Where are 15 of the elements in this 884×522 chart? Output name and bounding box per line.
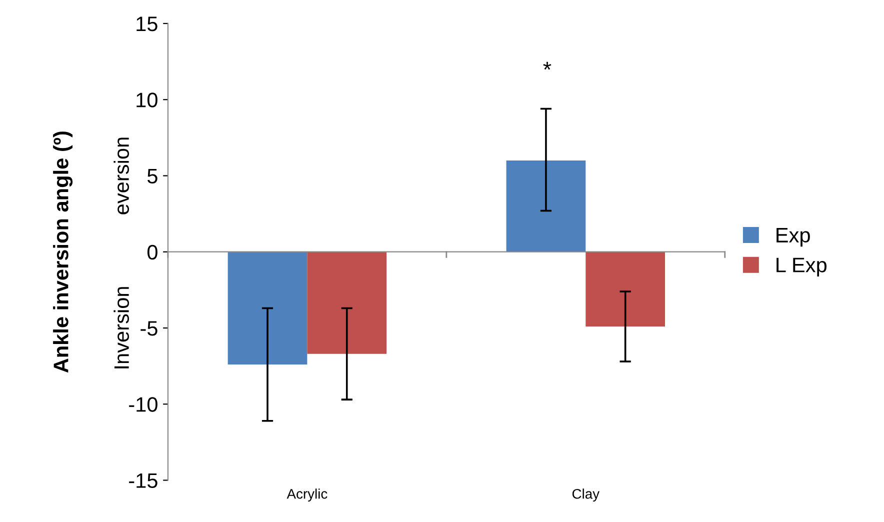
y-tick-label: -5	[140, 321, 158, 336]
text: eversion	[114, 138, 129, 214]
y-tick-label: 5	[147, 168, 158, 184]
legend-label: L Exp	[776, 258, 826, 276]
y-tick-label: 0	[147, 244, 158, 260]
y-tick-label: -15	[129, 473, 158, 488]
y-tick-label: 15	[136, 16, 158, 32]
text: Inversion	[114, 287, 129, 368]
y-axis-title: Ankle inversion angle (º)	[53, 132, 73, 373]
x-tick-label: Clay	[572, 488, 600, 502]
annotation: *	[543, 62, 552, 70]
y-tick-label: -10	[129, 397, 158, 412]
legend-label: Exp	[776, 228, 810, 247]
y-tick-label: 10	[136, 92, 158, 108]
x-tick-label: Acrylic	[286, 488, 328, 502]
